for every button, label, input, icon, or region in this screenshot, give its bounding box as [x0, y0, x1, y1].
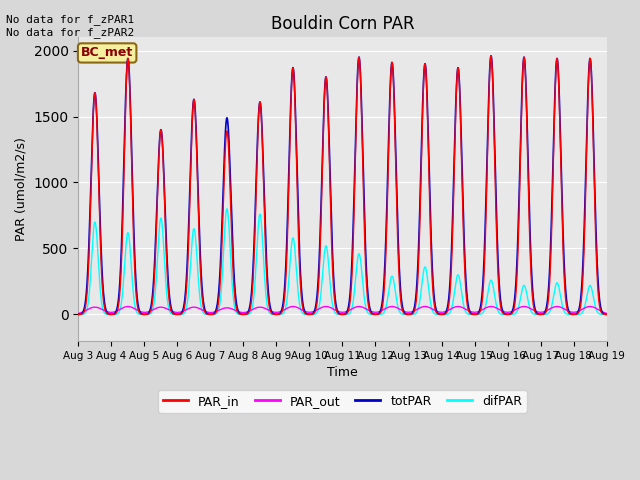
Text: No data for f_zPAR1
No data for f_zPAR2: No data for f_zPAR1 No data for f_zPAR2 — [6, 14, 134, 38]
Title: Bouldin Corn PAR: Bouldin Corn PAR — [271, 15, 414, 33]
Text: BC_met: BC_met — [81, 47, 133, 60]
Legend: PAR_in, PAR_out, totPAR, difPAR: PAR_in, PAR_out, totPAR, difPAR — [158, 390, 527, 412]
X-axis label: Time: Time — [327, 366, 358, 379]
Y-axis label: PAR (umol/m2/s): PAR (umol/m2/s) — [15, 137, 28, 241]
